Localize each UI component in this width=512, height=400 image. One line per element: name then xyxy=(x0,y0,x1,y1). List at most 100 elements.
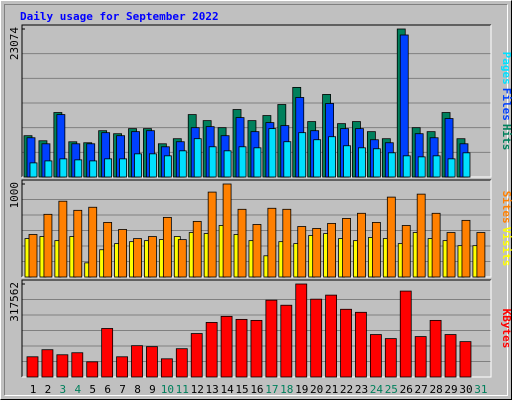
bar xyxy=(238,146,247,178)
x-tick-label: 10 xyxy=(161,383,174,396)
x-tick-label: 28 xyxy=(429,383,442,396)
bar xyxy=(283,141,292,178)
bar xyxy=(86,361,99,378)
bar xyxy=(325,294,338,378)
bar xyxy=(134,153,142,178)
bar xyxy=(89,160,98,178)
bar xyxy=(282,208,292,278)
bar xyxy=(131,345,143,378)
bar xyxy=(28,234,38,278)
y-tick-label: 317562 xyxy=(8,282,21,322)
x-tick-label: 7 xyxy=(119,383,126,396)
bar xyxy=(175,348,188,378)
x-tick-label: 16 xyxy=(250,383,263,396)
x-tick-label: 8 xyxy=(134,383,141,396)
bar xyxy=(190,333,203,378)
bar xyxy=(59,158,68,178)
panel-border xyxy=(21,24,491,177)
bar xyxy=(44,160,53,178)
x-tick-label: 11 xyxy=(176,383,189,396)
x-tick-label: 15 xyxy=(235,383,248,396)
bar xyxy=(205,322,218,378)
bar xyxy=(235,318,248,378)
bar xyxy=(399,290,412,378)
bar xyxy=(119,158,127,178)
bar xyxy=(250,319,263,378)
x-tick-label: 30 xyxy=(459,383,472,396)
bar xyxy=(267,207,277,278)
bar xyxy=(280,304,293,378)
bar xyxy=(444,334,457,378)
x-tick-label: 23 xyxy=(355,383,368,396)
bar xyxy=(355,311,367,378)
bar xyxy=(297,226,307,278)
bar xyxy=(103,222,113,278)
bar xyxy=(416,193,426,278)
x-tick-label: 3 xyxy=(60,383,67,396)
bar xyxy=(192,220,202,278)
bar xyxy=(74,159,83,178)
bar xyxy=(160,358,173,378)
bar xyxy=(417,156,426,178)
bar xyxy=(342,218,351,278)
bar xyxy=(310,298,323,378)
bar xyxy=(237,208,247,278)
bar xyxy=(146,346,158,378)
x-tick-label: 17 xyxy=(265,383,278,396)
bar xyxy=(253,147,262,178)
bar xyxy=(265,299,278,378)
bar xyxy=(220,315,233,378)
bar xyxy=(193,138,202,178)
bar xyxy=(387,152,396,178)
legend-entry: Sites xyxy=(500,191,512,224)
x-tick-label: 12 xyxy=(191,383,204,396)
bar xyxy=(312,228,322,278)
x-tick-label: 6 xyxy=(104,383,111,396)
bar xyxy=(340,308,352,378)
x-tick-label: 2 xyxy=(45,383,52,396)
bar xyxy=(88,206,98,278)
bar xyxy=(357,212,366,278)
frame-inner xyxy=(4,4,508,396)
x-tick-label: 31 xyxy=(474,383,487,396)
bar xyxy=(104,158,113,178)
bar xyxy=(459,341,472,378)
bar xyxy=(178,150,187,178)
frame-inner xyxy=(4,4,508,396)
bar xyxy=(207,191,217,278)
bar xyxy=(401,225,411,278)
bar xyxy=(162,216,172,278)
bar xyxy=(73,209,83,278)
bar xyxy=(432,155,441,178)
x-tick-label: 18 xyxy=(280,383,293,396)
y-tick-label: 23074 xyxy=(8,27,21,60)
legend-entry: Visits xyxy=(500,227,512,267)
x-tick-label: 9 xyxy=(149,383,156,396)
legend-entry: KBytes xyxy=(500,309,512,349)
legend: Pages Files Hits xyxy=(500,52,512,151)
bar xyxy=(29,162,38,178)
bar xyxy=(222,183,232,278)
x-tick-label: 25 xyxy=(385,383,398,396)
x-tick-label: 27 xyxy=(415,383,428,396)
bar xyxy=(177,239,187,278)
x-tick-label: 21 xyxy=(325,383,338,396)
y-tick-label: 1000 xyxy=(8,182,21,209)
x-tick-label: 22 xyxy=(340,383,353,396)
bar xyxy=(149,153,157,178)
bar xyxy=(371,222,381,278)
bar xyxy=(268,128,277,178)
panel-border xyxy=(21,179,491,277)
bar xyxy=(223,150,232,178)
bar xyxy=(358,147,366,178)
legend: Sites Visits xyxy=(500,191,512,267)
bar xyxy=(56,354,69,378)
legend-entry: Pages xyxy=(500,52,512,85)
bar xyxy=(343,145,351,178)
panel-border xyxy=(21,279,491,377)
bar xyxy=(71,352,84,378)
bar xyxy=(118,229,127,278)
bar xyxy=(328,136,337,178)
